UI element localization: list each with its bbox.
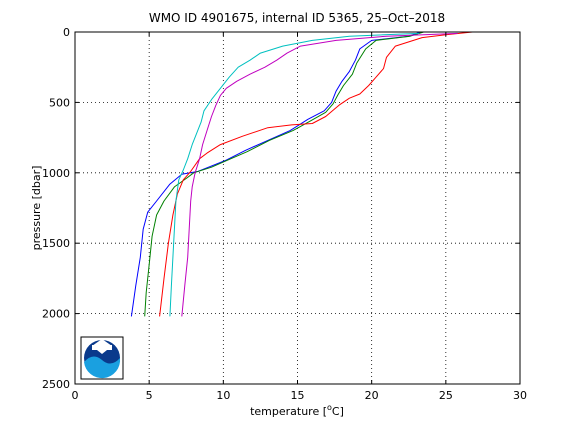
y-tick-label: 2500 xyxy=(42,378,70,391)
grid xyxy=(75,32,520,384)
series-line-4 xyxy=(169,32,420,317)
x-axis-label: temperature [oC] xyxy=(250,403,344,418)
series-line-3 xyxy=(159,31,473,317)
series-layer xyxy=(130,31,473,317)
y-tick-label: 1000 xyxy=(42,167,70,180)
chart-title: WMO ID 4901675, internal ID 5365, 25–Oct… xyxy=(149,11,445,25)
ticks: 0 5 10 15 20 25 30 0 500 1000 1500 2000 2500 xyxy=(42,26,527,402)
x-tick-label: 20 xyxy=(365,389,379,402)
noaa-logo xyxy=(80,336,124,380)
y-tick-label: 500 xyxy=(49,96,70,109)
x-tick-label: 5 xyxy=(146,389,153,402)
y-tick-label: 2000 xyxy=(42,308,70,321)
x-tick-label: 30 xyxy=(513,389,527,402)
y-tick-label: 0 xyxy=(63,26,70,39)
series-line-2 xyxy=(144,31,424,317)
y-axis-label: pressure [dbar] xyxy=(30,166,43,251)
series-line-1 xyxy=(130,31,421,317)
x-tick-label: 25 xyxy=(439,389,453,402)
y-tick-label: 1500 xyxy=(42,237,70,250)
series-line-5 xyxy=(181,32,458,317)
x-tick-label: 0 xyxy=(72,389,79,402)
x-tick-label: 15 xyxy=(291,389,305,402)
x-tick-label: 10 xyxy=(216,389,230,402)
